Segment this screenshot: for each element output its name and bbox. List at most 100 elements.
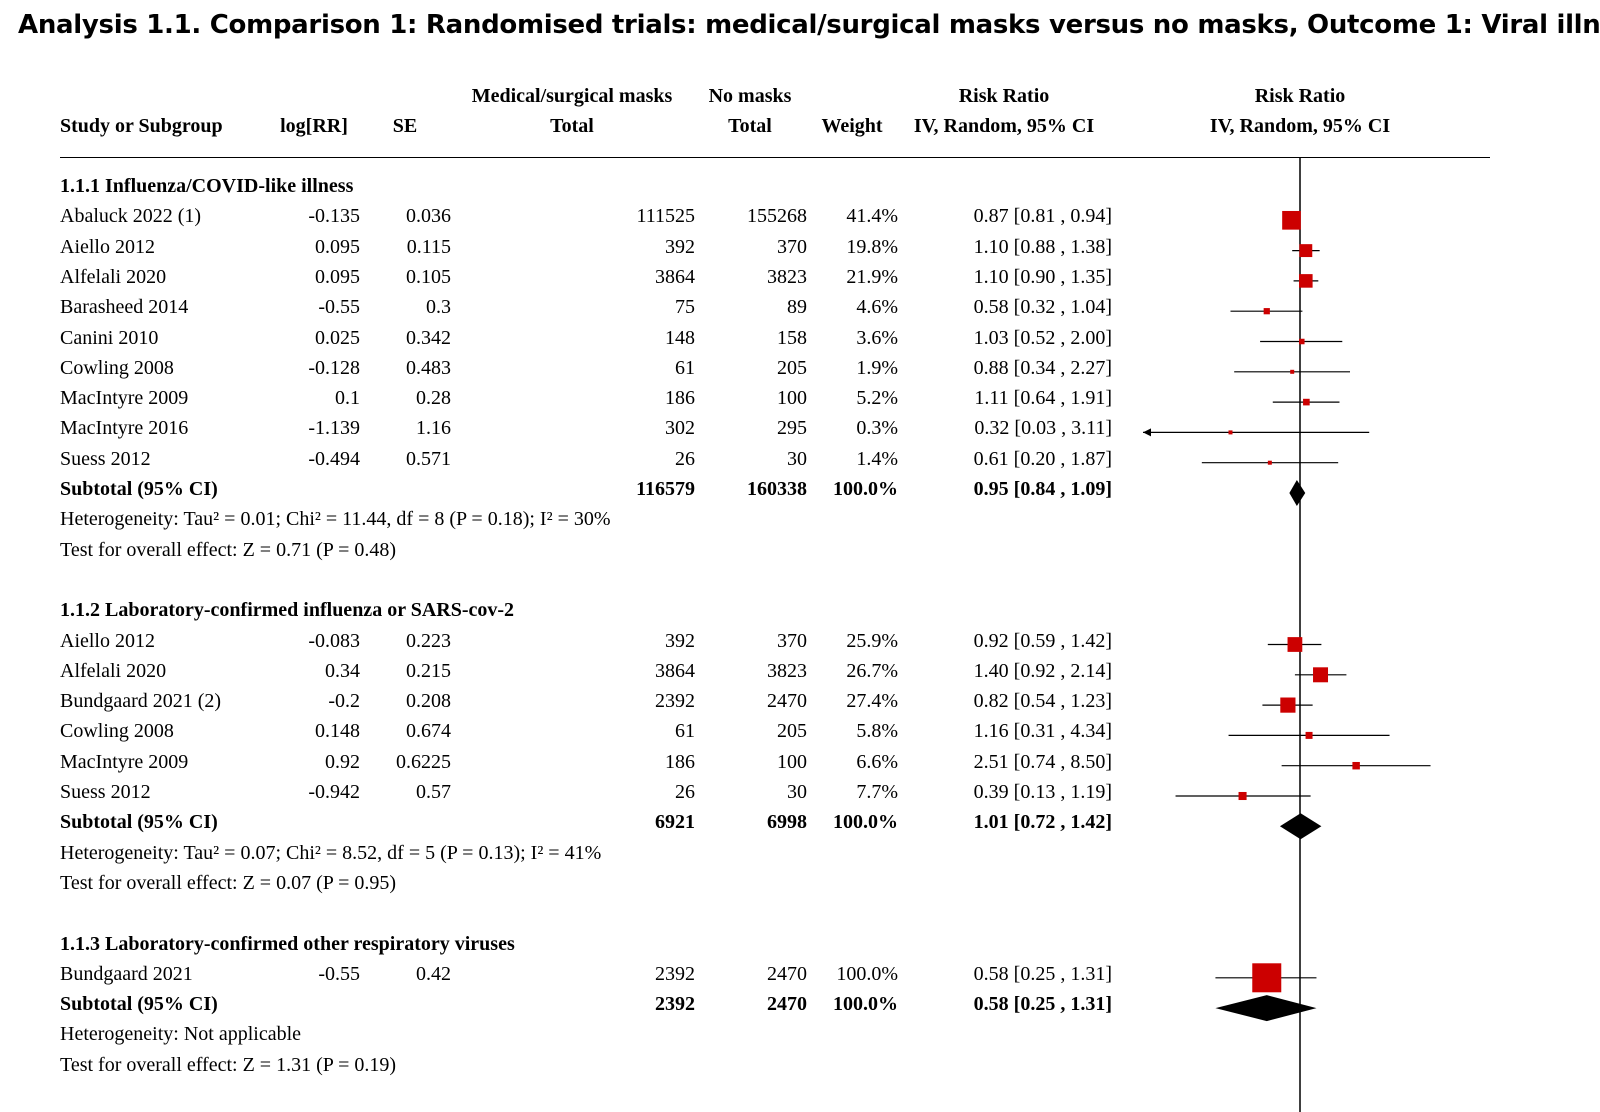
study-masks-total: 302	[665, 417, 695, 440]
study-logrr: -0.135	[308, 205, 360, 228]
study-logrr: 0.095	[315, 235, 360, 258]
study-rr-ci: 0.58 [0.25 , 1.31]	[973, 962, 1112, 985]
study-weight: 1.4%	[856, 447, 898, 470]
study-nomasks-total: 370	[777, 629, 807, 652]
study-name: Cowling 2008	[60, 356, 174, 379]
study-rr-ci: 1.10 [0.90 , 1.35]	[973, 265, 1112, 288]
study-nomasks-total: 3823	[767, 265, 807, 288]
header-divider	[60, 157, 1490, 158]
study-se: 0.57	[416, 781, 451, 803]
point-estimate-marker	[1303, 398, 1310, 406]
subtotal-label: Subtotal (95% CI)	[60, 811, 218, 834]
study-masks-total: 2392	[655, 690, 695, 713]
study-logrr: 0.025	[315, 326, 360, 349]
overall-effect-text: Test for overall effect: Z = 0.71 (P = 0…	[60, 538, 397, 561]
study-name: Canini 2010	[60, 326, 159, 349]
study-masks-total: 3864	[655, 265, 695, 288]
study-se: 0.3	[426, 296, 451, 319]
study-name: Alfelali 2020	[60, 659, 167, 682]
study-rr-ci: 0.32 [0.03 , 3.11]	[974, 417, 1112, 440]
study-rr-ci: 0.88 [0.34 , 2.27]	[973, 356, 1112, 379]
study-nomasks-total: 100	[777, 750, 807, 773]
study-masks-total: 186	[665, 387, 695, 410]
header-plot-top: Risk Ratio	[1254, 85, 1346, 107]
study-se: 0.115	[406, 235, 451, 258]
study-weight: 4.6%	[856, 296, 898, 319]
subtotal-nomasks-total: 160338	[747, 478, 807, 500]
study-nomasks-total: 370	[777, 235, 807, 258]
study-masks-total: 111525	[636, 205, 695, 228]
study-weight: 19.8%	[846, 235, 898, 258]
study-se: 0.483	[406, 356, 451, 379]
header-masks-top: Medical/surgical masks	[471, 85, 673, 107]
study-se: 0.215	[406, 659, 451, 682]
header-se: SE	[392, 115, 418, 137]
study-masks-total: 392	[665, 235, 695, 258]
point-estimate-marker	[1299, 274, 1313, 288]
study-weight: 3.6%	[856, 326, 898, 349]
header-study: Study or Subgroup	[60, 115, 223, 137]
point-estimate-marker	[1299, 244, 1313, 258]
study-se: 0.42	[416, 962, 451, 985]
study-rr-ci: 1.10 [0.88 , 1.38]	[973, 235, 1112, 258]
study-masks-total: 3864	[655, 659, 695, 682]
study-rr-ci: 0.92 [0.59 , 1.42]	[973, 629, 1112, 652]
header-rr-top: Risk Ratio	[958, 85, 1050, 107]
header-logrr: log[RR]	[280, 115, 348, 137]
heterogeneity-text: Heterogeneity: Tau² = 0.01; Chi² = 11.44…	[60, 508, 611, 531]
subtotal-diamond	[1279, 813, 1322, 840]
study-se: 1.16	[416, 417, 451, 440]
study-weight: 27.4%	[846, 690, 898, 713]
study-name: Barasheed 2014	[60, 296, 189, 319]
subtotal-masks-total: 2392	[655, 993, 695, 1016]
ci-arrow-left	[1143, 428, 1151, 437]
point-estimate-marker	[1252, 963, 1282, 993]
subtotal-diamond	[1289, 480, 1306, 506]
subtotal-weight: 100.0%	[833, 811, 898, 834]
study-nomasks-total: 205	[777, 720, 807, 743]
study-masks-total: 2392	[655, 962, 695, 985]
study-weight: 41.4%	[846, 205, 898, 228]
point-estimate-marker	[1305, 731, 1313, 739]
study-logrr: -0.2	[328, 690, 360, 713]
study-masks-total: 61	[675, 720, 695, 743]
subtotal-diamond	[1215, 995, 1317, 1022]
study-weight: 100.0%	[836, 962, 898, 985]
study-masks-total: 392	[665, 629, 695, 652]
point-estimate-marker	[1280, 697, 1296, 713]
study-rr-ci: 0.61 [0.20 , 1.87]	[973, 447, 1112, 470]
study-nomasks-total: 295	[777, 417, 807, 440]
header-weight: Weight	[821, 115, 883, 137]
study-weight: 5.2%	[856, 387, 898, 410]
study-rr-ci: 2.51 [0.74 , 8.50]	[973, 750, 1112, 773]
overall-effect-text: Test for overall effect: Z = 1.31 (P = 0…	[60, 1053, 397, 1076]
point-estimate-marker	[1299, 338, 1305, 345]
point-estimate-marker	[1290, 369, 1295, 374]
study-rr-ci: 1.03 [0.52 , 2.00]	[973, 326, 1112, 349]
study-se: 0.036	[406, 205, 451, 228]
study-se: 0.208	[406, 690, 451, 713]
study-se: 0.571	[406, 447, 451, 470]
study-name: Cowling 2008	[60, 720, 174, 743]
study-weight: 1.9%	[856, 356, 898, 379]
page-title: Analysis 1.1. Comparison 1: Randomised t…	[18, 10, 1600, 40]
point-estimate-marker	[1238, 791, 1247, 801]
subtotal-nomasks-total: 6998	[767, 811, 807, 834]
study-nomasks-total: 155268	[747, 205, 807, 228]
study-logrr: 0.148	[315, 720, 360, 743]
study-logrr: -1.139	[308, 417, 360, 440]
header-rr-bottom: IV, Random, 95% CI	[913, 115, 1095, 137]
point-estimate-marker	[1263, 308, 1270, 315]
study-nomasks-total: 30	[787, 781, 807, 803]
study-logrr: -0.942	[308, 781, 360, 803]
study-logrr: 0.92	[325, 750, 360, 773]
study-logrr: 0.34	[325, 659, 360, 682]
study-name: Aiello 2012	[60, 629, 155, 652]
study-masks-total: 148	[665, 326, 695, 349]
study-nomasks-total: 89	[787, 296, 807, 319]
point-estimate-marker	[1267, 460, 1272, 465]
study-name: MacIntyre 2009	[60, 387, 189, 410]
study-se: 0.28	[416, 387, 451, 410]
subtotal-weight: 100.0%	[833, 478, 898, 500]
study-se: 0.223	[406, 629, 451, 652]
